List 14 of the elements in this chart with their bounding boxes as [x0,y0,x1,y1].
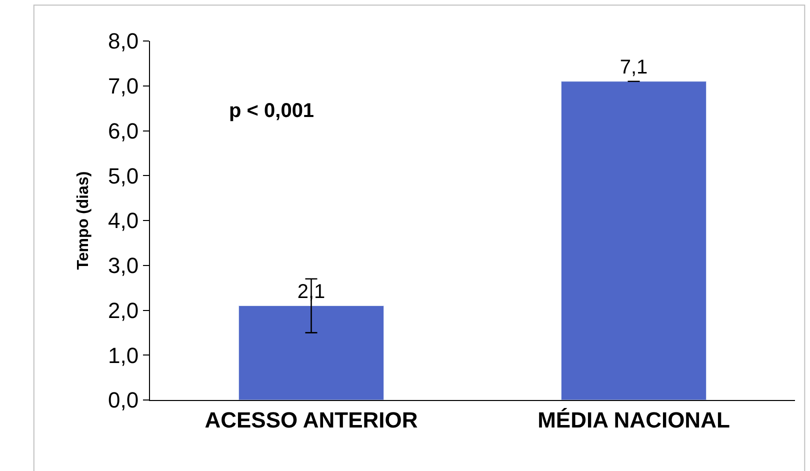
y-tick-label: 3,0 [108,253,139,278]
y-tick-label: 1,0 [108,342,139,368]
y-tick-label: 2,0 [108,298,139,323]
x-tick-label: ACESSO ANTERIOR [204,407,418,432]
y-tick-label: 0,0 [108,388,139,413]
x-tick-label: MÉDIA NACIONAL [538,407,730,432]
data-label: 7,1 [620,56,648,78]
y-tick-label: 8,0 [108,28,139,54]
y-tick-label: 4,0 [108,208,139,234]
y-tick-label: 7,0 [108,74,139,99]
annotation: p < 0,001 [229,100,314,122]
y-tick-label: 5,0 [108,163,139,188]
y-axis-title: Tempo (dias) [74,171,92,270]
y-tick-label: 6,0 [108,118,139,144]
